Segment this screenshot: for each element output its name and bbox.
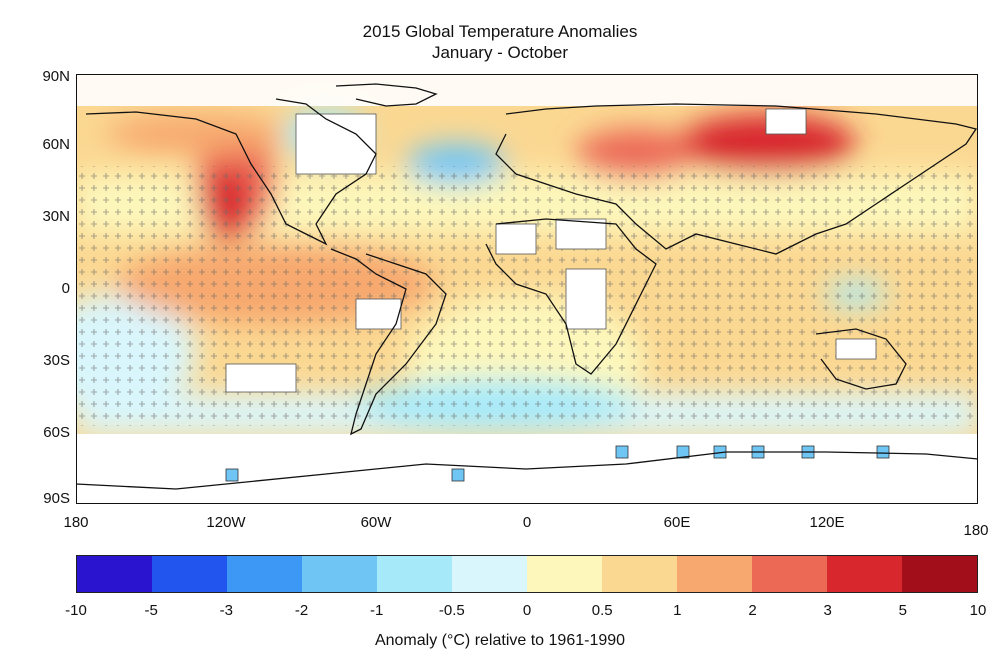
map-frame [76, 74, 978, 504]
significance-hatching [76, 166, 978, 426]
colorbar-tick-label: -2 [294, 602, 309, 619]
colorbar-swatch [77, 556, 152, 592]
colorbar-swatch [827, 556, 902, 592]
colorbar-tick-label: -10 [65, 602, 87, 619]
lat-label: 90N [42, 68, 70, 85]
lon-label: 180 [63, 514, 89, 531]
map-title: 2015 Global Temperature Anomalies [362, 22, 638, 41]
colorbar-tick-label: 0 [522, 602, 532, 619]
lon-label: 0 [522, 514, 532, 531]
lon-label: 120E [809, 514, 845, 531]
lat-label: 0 [61, 280, 70, 297]
colorbar-tick-label: -5 [144, 602, 158, 619]
arctic-mask [76, 74, 978, 106]
colorbar-swatch [452, 556, 527, 592]
colorbar-tick-label: 3 [823, 602, 832, 619]
lon-label: 120W [206, 514, 246, 531]
colorbar-swatch [527, 556, 602, 592]
lat-label: 30N [42, 208, 70, 225]
anomaly-map [76, 74, 978, 504]
colorbar-tick-label: -3 [219, 602, 233, 619]
lat-label: 30S [43, 352, 70, 369]
colorbar-label: Anomaly (°C) relative to 1961-1990 [374, 632, 626, 649]
colorbar-tick-label: 10 [969, 602, 987, 619]
colorbar-swatch [902, 556, 977, 592]
colorbar-swatch [302, 556, 377, 592]
colorbar-swatch [152, 556, 227, 592]
lat-label: 60S [43, 424, 70, 441]
colorbar-swatch [227, 556, 302, 592]
colorbar-tick-label: 1 [673, 602, 682, 619]
lon-label: 60W [360, 514, 392, 531]
coastlines [76, 83, 978, 490]
lon-label: 180 [963, 522, 989, 539]
colorbar-tick-label: 5 [898, 602, 907, 619]
colorbar [76, 555, 978, 593]
colorbar-swatch [602, 556, 677, 592]
colorbar-tick-label: -1 [369, 602, 384, 619]
map-subtitle: January - October [431, 43, 569, 62]
missing-data-cells [225, 108, 877, 393]
lat-label: 60N [42, 136, 70, 153]
lat-label: 90S [43, 490, 70, 507]
colorbar-swatch [677, 556, 752, 592]
colorbar-tick-label: 2 [748, 602, 757, 619]
colorbar-tick-label: 0.5 [591, 602, 613, 619]
colorbar-tick-label: -0.5 [438, 602, 465, 619]
colorbar-swatch [752, 556, 827, 592]
colorbar-swatch [377, 556, 452, 592]
lon-label: 60E [663, 514, 691, 531]
